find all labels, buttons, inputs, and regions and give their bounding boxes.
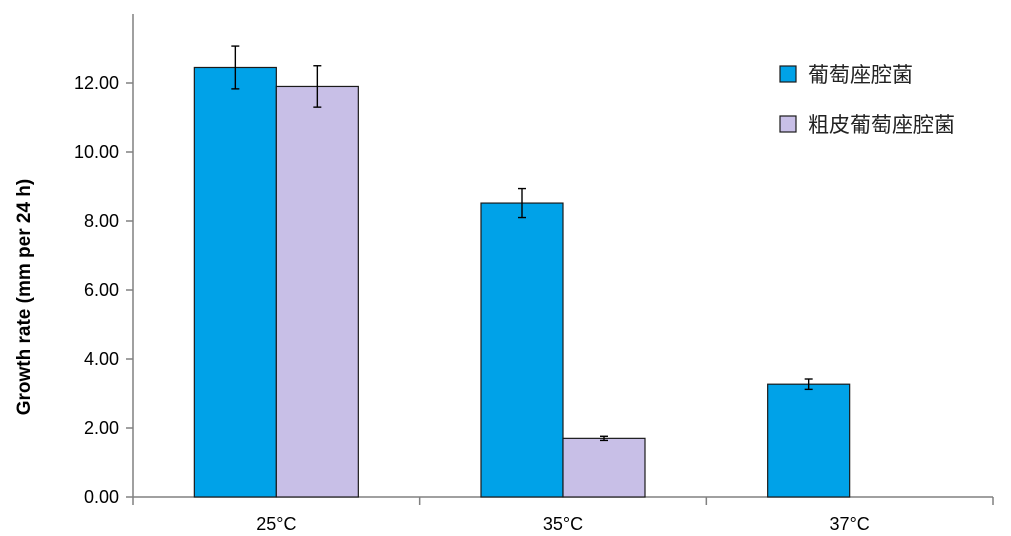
y-tick-label: 0.00 xyxy=(84,487,119,507)
x-tick-label: 37°C xyxy=(830,514,870,534)
y-tick-label: 12.00 xyxy=(74,73,119,93)
x-tick-label: 35°C xyxy=(543,514,583,534)
bar xyxy=(767,383,851,498)
error-bars xyxy=(231,45,813,442)
legend-label: 葡萄座腔菌 xyxy=(808,63,913,87)
y-tick-label: 6.00 xyxy=(84,280,119,300)
legend-swatch xyxy=(779,65,797,83)
tick-labels: 0.00 2.00 4.00 6.00 8.00 10.00 12.00 25°C 35°C 37… xyxy=(74,73,870,534)
bar xyxy=(275,85,359,498)
y-tick-label: 8.00 xyxy=(84,211,119,231)
legend-label: 粗皮葡萄座腔菌 xyxy=(808,113,955,137)
bars xyxy=(193,66,851,498)
x-tick-label: 25°C xyxy=(256,514,296,534)
bar xyxy=(562,437,646,498)
y-axis-label: Growth rate (mm per 24 h) xyxy=(14,179,35,416)
y-tick-label: 10.00 xyxy=(74,142,119,162)
legend-swatch xyxy=(779,115,797,133)
bar xyxy=(480,202,564,498)
y-tick-label: 4.00 xyxy=(84,349,119,369)
y-tick-label: 2.00 xyxy=(84,418,119,438)
bar xyxy=(193,66,277,498)
